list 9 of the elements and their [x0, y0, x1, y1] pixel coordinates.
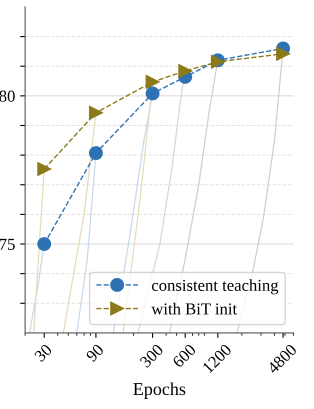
legend-label: with BiT init	[151, 302, 238, 315]
y-tick-label: 75	[0, 238, 15, 250]
x-tick-label: 300	[139, 343, 164, 368]
x-tick-label: 90	[85, 343, 104, 362]
legend-label: consistent teaching	[152, 279, 278, 294]
x-tick-label: 600	[172, 343, 197, 368]
x-tick-label: 30	[34, 343, 53, 362]
x-axis-title: Epochs	[133, 382, 186, 399]
x-tick-label: 4800	[266, 343, 298, 374]
